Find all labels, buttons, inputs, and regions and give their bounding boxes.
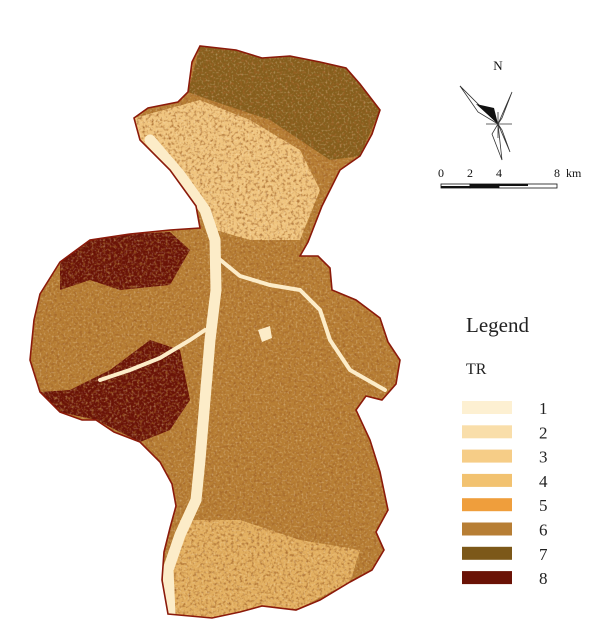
- legend-swatch-6: [462, 522, 512, 536]
- north-arrow-needle-south: [491, 122, 503, 161]
- north-arrow-needle-se: [497, 123, 511, 153]
- legend-label-5: 5: [539, 496, 548, 515]
- legend-label-6: 6: [539, 521, 548, 540]
- city-map: [30, 46, 400, 618]
- north-arrow-needle-ne: [497, 91, 513, 125]
- river-branch-west: [98, 328, 207, 382]
- scale-segment-3-fill: [499, 184, 528, 186]
- legend-swatch-1: [462, 401, 512, 414]
- legend-items: 1 2 3 4 5 6 7 8: [462, 399, 548, 588]
- legend-title: Legend: [466, 313, 529, 337]
- scale-tick-2: 2: [467, 166, 473, 180]
- scale-unit: km: [566, 166, 582, 180]
- legend-swatch-5: [462, 498, 512, 512]
- scale-segment-2: [469, 183, 500, 189]
- scale-tick-4: 4: [496, 166, 502, 180]
- lake: [258, 326, 272, 342]
- legend-label-7: 7: [539, 545, 548, 564]
- legend-label-4: 4: [539, 472, 548, 491]
- legend-label-8: 8: [539, 569, 548, 588]
- legend-swatch-3: [462, 449, 512, 463]
- scale-bar: 0 2 4 8 km: [438, 166, 582, 189]
- legend-label-2: 2: [539, 423, 548, 442]
- city-boundary: [29, 45, 401, 619]
- legend-swatch-8: [462, 571, 512, 585]
- legend-label-1: 1: [539, 399, 548, 418]
- north-label: N: [493, 58, 503, 73]
- north-arrow-needle-dark: [476, 104, 498, 124]
- legend-label-3: 3: [539, 448, 548, 467]
- legend-swatch-4: [462, 473, 512, 487]
- north-arrow: N: [459, 58, 513, 161]
- legend-swatch-2: [462, 425, 512, 439]
- legend: Legend TR 1 2 3 4 5 6 7 8: [462, 313, 548, 588]
- legend-swatch-7: [462, 546, 512, 560]
- scale-segment-1-fill: [441, 186, 470, 188]
- legend-variable: TR: [466, 361, 487, 378]
- river-branch-east: [216, 256, 387, 392]
- scale-tick-8: 8: [554, 166, 560, 180]
- river-main: [144, 134, 222, 618]
- scale-tick-0: 0: [438, 166, 444, 180]
